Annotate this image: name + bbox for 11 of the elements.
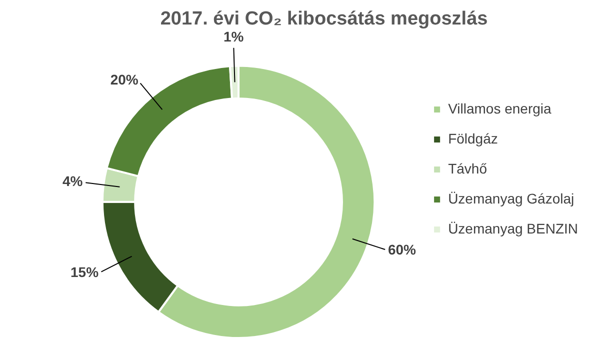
legend-label: Földgáz bbox=[448, 130, 498, 146]
data-label: 60% bbox=[388, 241, 417, 258]
legend-label: Üzemanyag Gázolaj bbox=[448, 190, 574, 206]
legend-label: Villamos energia bbox=[448, 100, 552, 116]
data-label: 15% bbox=[70, 264, 100, 280]
legend-label: Üzemanyag BENZIN bbox=[448, 220, 578, 236]
legend-label: Távhő bbox=[448, 160, 488, 176]
data-label: 1% bbox=[223, 28, 244, 45]
data-label: 4% bbox=[62, 173, 84, 190]
data-label: 20% bbox=[110, 72, 139, 88]
chart-title: 2017. évi CO₂ kibocsátás megoszlás bbox=[160, 8, 488, 30]
